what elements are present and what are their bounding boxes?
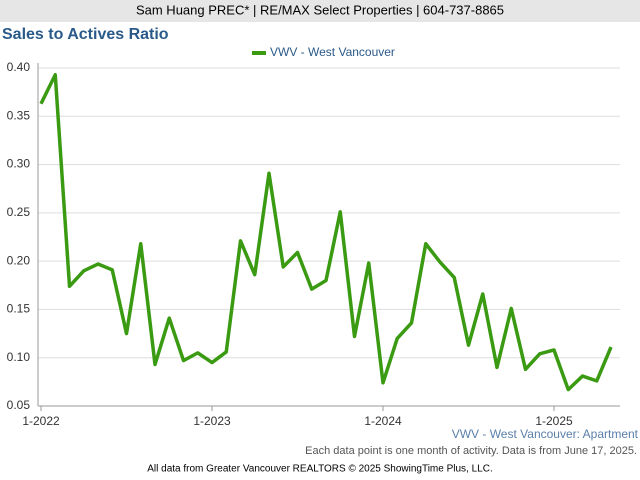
y-tick-label: 0.10 <box>7 350 31 364</box>
y-tick-label: 0.25 <box>7 205 31 219</box>
x-tick-label: 1-2025 <box>535 414 573 428</box>
header: Sam Huang PREC* | RE/MAX Select Properti… <box>136 2 504 17</box>
subtitle-note: VWV - West Vancouver: Apartment <box>452 427 639 441</box>
source-note: All data from Greater Vancouver REALTORS… <box>147 464 492 475</box>
x-tick-label: 1-2023 <box>193 414 231 428</box>
chart-title: Sales to Actives Ratio <box>2 26 169 43</box>
legend-label: VWV - West Vancouver <box>270 45 395 59</box>
footnote: Each data point is one month of activity… <box>305 445 637 457</box>
y-tick-label: 0.30 <box>7 157 31 171</box>
y-tick-label: 0.40 <box>7 60 31 74</box>
data-line <box>39 73 613 392</box>
y-tick-label: 0.15 <box>7 302 31 316</box>
y-tick-label: 0.05 <box>7 398 31 412</box>
y-tick-label: 0.35 <box>7 108 31 122</box>
x-tick-label: 1-2024 <box>364 414 402 428</box>
x-tick-label: 1-2022 <box>22 414 60 428</box>
y-tick-label: 0.20 <box>7 253 31 267</box>
header-bar <box>0 0 640 22</box>
